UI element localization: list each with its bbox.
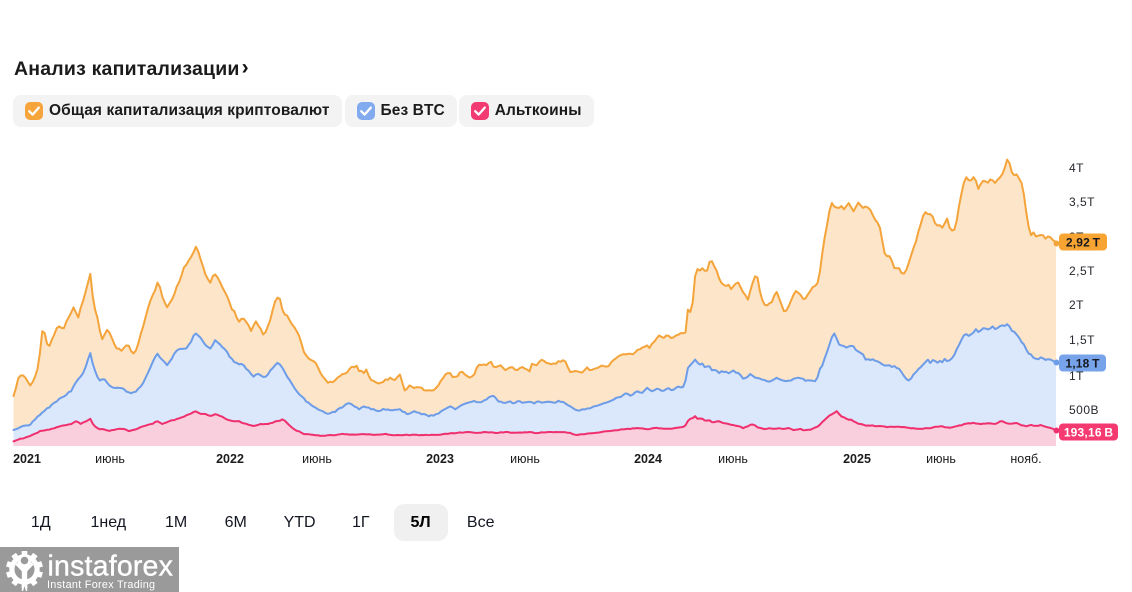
svg-text:Instant Forex Trading: Instant Forex Trading	[47, 579, 155, 591]
svg-text:instaforex: instaforex	[48, 551, 174, 583]
